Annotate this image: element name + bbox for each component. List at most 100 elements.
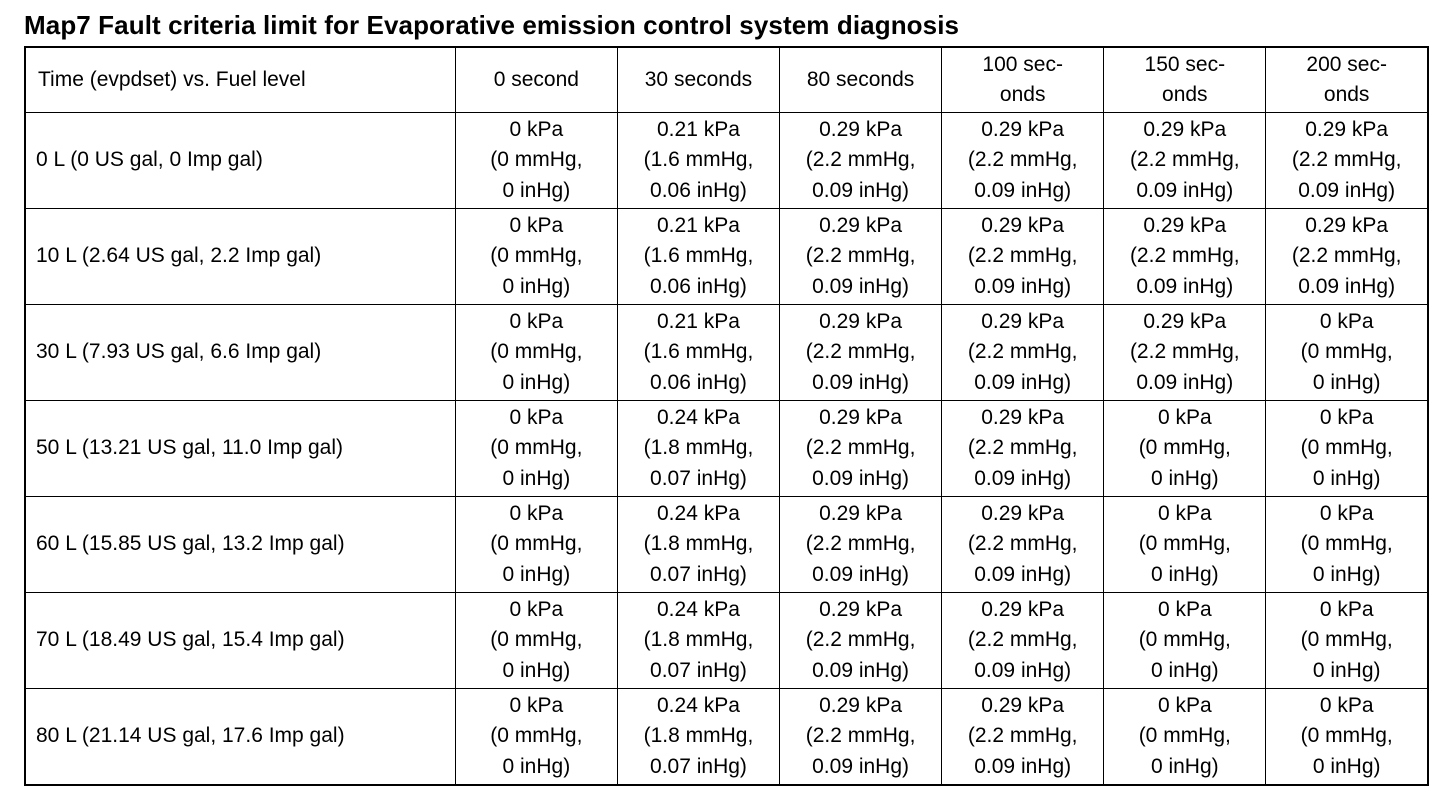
- pressure-cell-line: 0.09 inHg): [812, 370, 910, 394]
- pressure-cell-line: 0.29 kPa: [819, 213, 903, 237]
- column-header-line: 30 seconds: [644, 67, 753, 91]
- pressure-cell-line: 0 inHg): [1150, 466, 1219, 490]
- pressure-cell-line: 0.07 inHg): [650, 562, 747, 586]
- pressure-cell-line: 0.24 kPa: [657, 693, 740, 717]
- pressure-cell-line: 0.29 kPa: [1143, 117, 1227, 141]
- pressure-cell-line: 0 inHg): [1150, 562, 1219, 586]
- table-row: 60 L (15.85 US gal, 13.2 Imp gal) 0 kPa (0…: [24, 496, 1429, 593]
- pressure-cell-line: 0.09 inHg): [1136, 274, 1234, 298]
- column-header-line: 150 sec-: [1144, 52, 1226, 76]
- pressure-cell: 0.24 kPa (1.8 mmHg, 0.07 inHg): [616, 496, 781, 593]
- pressure-cell-line: (2.2 mmHg,: [805, 724, 916, 748]
- pressure-cell-line: 0 kPa: [1157, 501, 1212, 525]
- header-row: Time (evpdset) vs. Fuel level 0 second 3…: [24, 46, 1429, 113]
- pressure-cell-line: 0 kPa: [509, 213, 564, 237]
- pressure-cell-line: (2.2 mmHg,: [967, 532, 1078, 556]
- row-label: 0 L (0 US gal, 0 Imp gal): [24, 112, 456, 209]
- pressure-cell: 0.29 kPa (2.2 mmHg, 0.09 inHg): [1103, 112, 1267, 209]
- pressure-cell-line: 0.29 kPa: [981, 309, 1065, 333]
- pressure-cell-line: 0 kPa: [1157, 597, 1212, 621]
- pressure-cell: 0.21 kPa (1.6 mmHg, 0.06 inHg): [616, 208, 781, 305]
- pressure-cell-line: (2.2 mmHg,: [967, 148, 1078, 172]
- pressure-cell: 0.29 kPa (2.2 mmHg, 0.09 inHg): [779, 208, 943, 305]
- pressure-cell-line: (0 mmHg,: [1138, 532, 1231, 556]
- pressure-cell-line: 0.29 kPa: [819, 693, 903, 717]
- pressure-cell: 0.29 kPa (2.2 mmHg, 0.09 inHg): [941, 304, 1105, 401]
- pressure-cell-line: (2.2 mmHg,: [805, 628, 916, 652]
- pressure-cell-line: 0.07 inHg): [650, 466, 747, 490]
- pressure-cell-line: 0 inHg): [502, 274, 571, 298]
- pressure-cell-line: 0 kPa: [1319, 405, 1374, 429]
- pressure-cell: 0.29 kPa (2.2 mmHg, 0.09 inHg): [779, 112, 943, 209]
- column-header-line: 200 sec-: [1306, 52, 1387, 76]
- pressure-cell-line: 0.29 kPa: [819, 597, 903, 621]
- pressure-cell: 0.29 kPa (2.2 mmHg, 0.09 inHg): [1103, 304, 1267, 401]
- pressure-cell-line: 0.29 kPa: [819, 501, 903, 525]
- pressure-cell-line: (2.2 mmHg,: [967, 436, 1078, 460]
- pressure-cell-line: (1.6 mmHg,: [643, 340, 754, 364]
- pressure-cell-line: 0.29 kPa: [1305, 213, 1389, 237]
- pressure-cell: 0.24 kPa (1.8 mmHg, 0.07 inHg): [616, 592, 781, 689]
- pressure-cell-line: (2.2 mmHg,: [967, 628, 1078, 652]
- pressure-cell: 0 kPa (0 mmHg, 0 inHg): [454, 208, 618, 305]
- pressure-cell-line: 0.09 inHg): [974, 754, 1072, 778]
- table-row: 0 L (0 US gal, 0 Imp gal) 0 kPa (0 mmHg, 0 …: [24, 112, 1429, 209]
- pressure-cell-line: 0 inHg): [502, 178, 571, 202]
- pressure-cell-line: 0.24 kPa: [657, 501, 740, 525]
- pressure-cell: 0.29 kPa (2.2 mmHg, 0.09 inHg): [941, 208, 1105, 305]
- pressure-cell-line: (2.2 mmHg,: [805, 244, 916, 268]
- pressure-cell-line: 0 kPa: [509, 501, 564, 525]
- pressure-cell: 0 kPa (0 mmHg, 0 inHg): [1265, 400, 1429, 497]
- pressure-cell-line: 0.09 inHg): [1136, 178, 1234, 202]
- column-header-line: onds: [999, 83, 1046, 106]
- pressure-cell: 0 kPa (0 mmHg, 0 inHg): [1103, 400, 1267, 497]
- pressure-cell: 0.29 kPa (2.2 mmHg, 0.09 inHg): [941, 496, 1105, 593]
- pressure-cell-line: 0.29 kPa: [981, 693, 1065, 717]
- pressure-cell: 0 kPa (0 mmHg, 0 inHg): [454, 592, 618, 689]
- pressure-cell-line: 0 inHg): [502, 562, 571, 586]
- pressure-cell: 0 kPa (0 mmHg, 0 inHg): [454, 688, 618, 786]
- pressure-cell-line: 0.21 kPa: [657, 117, 740, 141]
- pressure-cell-line: 0 inHg): [502, 754, 571, 778]
- pressure-cell-line: 0 kPa: [509, 117, 564, 141]
- pressure-cell-line: 0 kPa: [1157, 405, 1212, 429]
- pressure-cell: 0 kPa (0 mmHg, 0 inHg): [1265, 592, 1429, 689]
- row-label: 50 L (13.21 US gal, 11.0 Imp gal): [24, 400, 456, 497]
- pressure-cell: 0.29 kPa (2.2 mmHg, 0.09 inHg): [779, 496, 943, 593]
- pressure-cell-line: 0.09 inHg): [974, 658, 1072, 682]
- pressure-cell-line: 0.09 inHg): [812, 178, 910, 202]
- pressure-cell-line: 0.09 inHg): [812, 562, 910, 586]
- pressure-cell-line: 0.29 kPa: [981, 501, 1065, 525]
- pressure-cell-line: 0.21 kPa: [657, 213, 740, 237]
- column-header: 0 second: [454, 46, 618, 113]
- pressure-cell: 0 kPa (0 mmHg, 0 inHg): [454, 304, 618, 401]
- pressure-cell-line: 0 kPa: [1157, 693, 1212, 717]
- pressure-cell-line: (0 mmHg,: [490, 436, 583, 460]
- pressure-cell-line: 0.09 inHg): [974, 562, 1072, 586]
- pressure-cell: 0.29 kPa (2.2 mmHg, 0.09 inHg): [779, 592, 943, 689]
- fault-criteria-table: Time (evpdset) vs. Fuel level 0 second 3…: [24, 46, 1429, 786]
- pressure-cell-line: 0.29 kPa: [981, 213, 1065, 237]
- pressure-cell-line: (1.8 mmHg,: [643, 724, 754, 748]
- column-header: 100 sec-onds: [941, 46, 1105, 113]
- pressure-cell-line: (1.8 mmHg,: [643, 628, 754, 652]
- pressure-cell-line: 0.29 kPa: [981, 405, 1065, 429]
- pressure-cell: 0.29 kPa (2.2 mmHg, 0.09 inHg): [779, 400, 943, 497]
- pressure-cell: 0.24 kPa (1.8 mmHg, 0.07 inHg): [616, 400, 781, 497]
- row-label: 80 L (21.14 US gal, 17.6 Imp gal): [24, 688, 456, 786]
- pressure-cell-line: 0 kPa: [1319, 501, 1374, 525]
- column-header-line: 80 seconds: [806, 67, 915, 91]
- pressure-cell-line: (2.2 mmHg,: [805, 532, 916, 556]
- pressure-cell: 0 kPa (0 mmHg, 0 inHg): [454, 112, 618, 209]
- pressure-cell-line: 0 inHg): [1150, 754, 1219, 778]
- pressure-cell-line: (2.2 mmHg,: [805, 436, 916, 460]
- column-header-line: onds: [1162, 83, 1208, 106]
- pressure-cell-line: 0.29 kPa: [1143, 309, 1227, 333]
- pressure-cell: 0 kPa (0 mmHg, 0 inHg): [1265, 304, 1429, 401]
- pressure-cell-line: (2.2 mmHg,: [967, 244, 1078, 268]
- pressure-cell-line: 0.29 kPa: [981, 597, 1065, 621]
- column-header: 80 seconds: [779, 46, 943, 113]
- pressure-cell-line: 0 inHg): [1312, 370, 1381, 394]
- pressure-cell-line: (1.8 mmHg,: [643, 436, 754, 460]
- pressure-cell-line: 0.09 inHg): [1298, 178, 1396, 202]
